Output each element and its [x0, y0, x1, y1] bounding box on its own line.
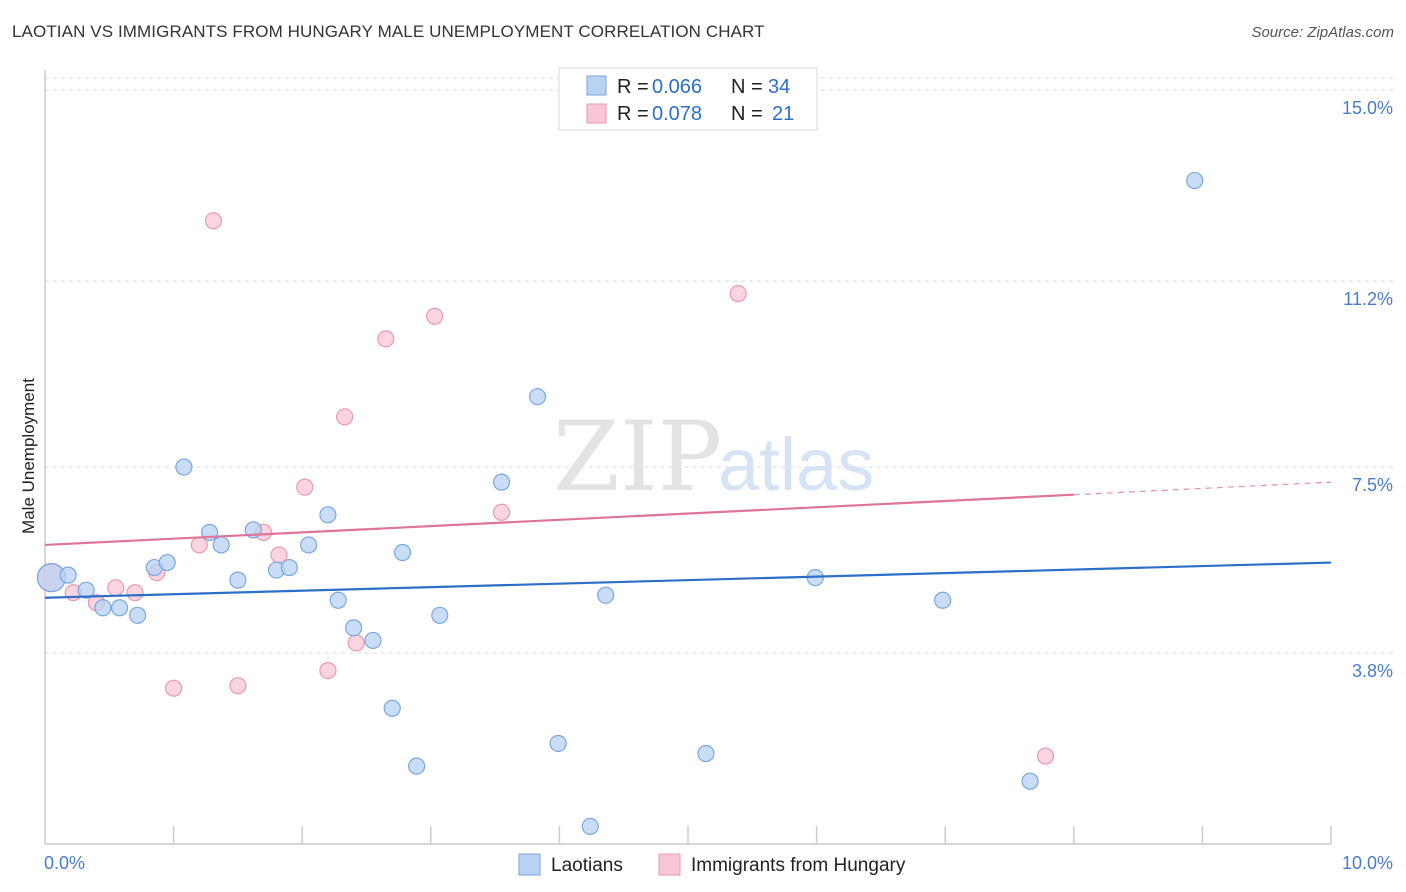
point-laotian-27 [581, 817, 599, 836]
correlation-legend: R = 0.066 N = 34 R = 0.078 N = 21 [558, 67, 818, 131]
point-laotian-14 [280, 558, 298, 577]
y-tick-label-0: 3.8% [1352, 661, 1393, 681]
point-hungary-4 [126, 584, 144, 602]
legend-swatch-laotians [586, 75, 607, 96]
point-hungary-19 [729, 285, 747, 303]
point-hungary-15 [347, 634, 365, 652]
legend-n-label-2: N = [731, 103, 763, 125]
y-tick-labels: 3.8% 7.5% 11.2% 15.0% [1342, 98, 1393, 681]
trend-line-hungary [44, 493, 1074, 547]
point-hungary-3 [107, 579, 125, 597]
legend-r-value-2: 0.078 [652, 103, 702, 125]
legend-n-label-1: N = [731, 76, 763, 98]
point-laotian-33 [1186, 171, 1204, 190]
x-axis-tick-marks [172, 826, 1332, 844]
point-hungary-20 [1036, 747, 1055, 765]
y-tick-label-3: 15.0% [1342, 98, 1393, 118]
point-laotian-8 [175, 458, 193, 476]
point-laotian-16 [319, 506, 337, 524]
point-hungary-9 [229, 677, 247, 695]
series-label-hungary: Immigrants from Hungary [691, 855, 906, 876]
point-laotian-31 [934, 591, 952, 609]
point-laotian-10 [212, 536, 230, 554]
point-laotian-1 [59, 566, 77, 584]
trend-line-dashed-hungary [1073, 481, 1332, 496]
point-hungary-14 [336, 408, 354, 426]
point-laotian-22 [408, 757, 426, 775]
point-laotian-18 [345, 619, 363, 637]
legend-r-label-1: R = [617, 76, 649, 98]
y-axis-label: Male Unemployment [19, 378, 38, 534]
point-laotian-3 [94, 599, 112, 617]
x-tick-label-max: 10.0% [1342, 853, 1393, 873]
legend-r-label-2: R = [617, 103, 649, 125]
x-tick-label-min: 0.0% [44, 853, 85, 873]
point-laotian-20 [383, 699, 401, 717]
point-laotian-21 [393, 543, 412, 562]
legend-n-value-2: 21 [772, 103, 794, 125]
scatter-points [36, 171, 1204, 836]
y-tick-label-1: 7.5% [1352, 475, 1393, 495]
trend-lines [44, 481, 1332, 599]
point-laotian-4 [110, 599, 129, 617]
legend-swatch-hungary [586, 103, 607, 124]
trend-line-laotian [44, 561, 1332, 599]
chart-title: LAOTIAN VS IMMIGRANTS FROM HUNGARY MALE … [12, 22, 765, 41]
point-hungary-8 [204, 212, 223, 230]
point-laotian-23 [431, 606, 449, 624]
y-tick-label-2: 11.2% [1343, 289, 1393, 309]
point-laotian-15 [300, 536, 318, 554]
point-laotian-32 [1021, 772, 1039, 790]
point-hungary-17 [426, 307, 444, 325]
point-hungary-18 [492, 503, 511, 521]
point-laotian-28 [597, 586, 615, 604]
point-laotian-5 [128, 606, 147, 624]
point-hungary-6 [165, 679, 183, 697]
point-laotian-11 [229, 571, 247, 589]
point-hungary-16 [377, 330, 395, 348]
legend-n-value-1: 34 [768, 76, 790, 98]
point-laotian-25 [528, 388, 547, 406]
series-swatch-laotians [518, 853, 541, 876]
point-laotian-7 [158, 553, 176, 572]
legend-r-value-1: 0.066 [652, 76, 702, 98]
point-hungary-12 [296, 478, 314, 496]
point-laotian-29 [697, 744, 715, 763]
point-laotian-24 [492, 473, 511, 491]
series-label-laotians: Laotians [551, 855, 623, 876]
point-hungary-13 [319, 662, 337, 680]
point-laotian-26 [549, 734, 567, 753]
watermark-atlas: atlas [718, 423, 874, 506]
series-swatch-hungary [658, 853, 681, 876]
series-legend: Laotians Immigrants from Hungary [518, 853, 906, 876]
watermark-zip: ZIP [553, 401, 722, 513]
point-laotian-17 [329, 591, 347, 609]
point-laotian-19 [364, 631, 382, 650]
point-laotian-2 [77, 581, 95, 599]
source-credit: Source: ZipAtlas.com [1251, 24, 1394, 41]
